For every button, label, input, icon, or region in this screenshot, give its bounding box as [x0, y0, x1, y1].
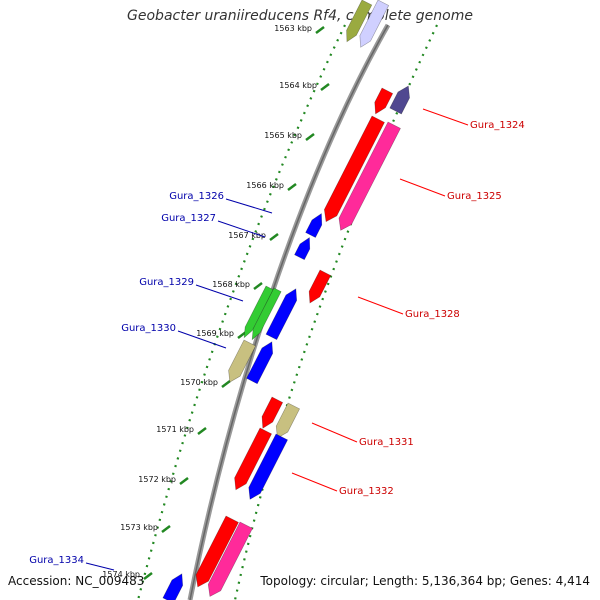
gene-feature [346, 0, 373, 43]
gene-feature [207, 521, 253, 597]
scale-tick [269, 233, 279, 241]
gene-label-left: Gura_1327 [161, 213, 216, 224]
diagram-title: Geobacter uraniireducens Rf4, complete g… [127, 8, 473, 24]
gene-feature [234, 427, 272, 491]
scale-dotted-ring [136, 24, 346, 600]
gene-feature [324, 115, 385, 223]
scale-tick [221, 380, 231, 388]
gene-label-right: Gura_1332 [339, 486, 394, 497]
leader-line [85, 562, 115, 571]
gene-feature [305, 213, 323, 238]
scale-tick [287, 183, 297, 191]
outer-dotted-ring [233, 24, 438, 600]
scale-ticks: 1563 kbp 1564 kbp 1565 kbp 1566 kbp 1567 kbp… [102, 24, 330, 580]
gene-feature [243, 285, 274, 339]
scale-tick [305, 133, 315, 141]
scale-tick [320, 83, 330, 91]
tick-label: 1566 kbp [246, 181, 284, 190]
leader-line [217, 220, 266, 238]
scale-tick [179, 477, 189, 485]
accession-text: Accession: NC_009483 [8, 574, 145, 588]
gene-feature [195, 515, 239, 588]
leader-line [311, 422, 358, 443]
gene-feature [338, 121, 401, 231]
gene-label-right: Gura_1331 [359, 437, 414, 448]
gene-feature [248, 433, 288, 500]
leader-line [357, 296, 404, 315]
tick-label: 1570 kbp [180, 378, 218, 387]
gene-features [162, 0, 410, 600]
gene-labels: Gura_1326 Gura_1327 Gura_1329 Gura_1330 Gura… [29, 108, 525, 571]
gene-label-left: Gura_1330 [121, 323, 176, 334]
scale-tick [253, 282, 263, 290]
gene-label-right: Gura_1328 [405, 309, 460, 320]
gene-label-left: Gura_1326 [169, 191, 224, 202]
scale-tick [315, 26, 325, 34]
gene-feature [228, 339, 256, 383]
leader-line [291, 472, 338, 492]
tick-label: 1563 kbp [274, 24, 312, 33]
gene-feature [261, 396, 284, 429]
scale-tick [197, 427, 207, 435]
tick-label: 1564 kbp [279, 81, 317, 90]
leader-line [399, 178, 446, 197]
tick-label: 1568 kbp [212, 280, 250, 289]
tick-label: 1567 kbp [228, 231, 266, 240]
tick-label: 1574 kbp [102, 570, 140, 579]
topology-text: Topology: circular; Length: 5,136,364 bp… [260, 574, 590, 588]
gene-feature [389, 85, 410, 115]
gene-feature [374, 87, 394, 115]
gene-feature [265, 288, 297, 341]
gene-feature [359, 0, 390, 48]
gene-label-left: Gura_1329 [139, 277, 194, 288]
leader-line [225, 198, 273, 214]
scale-tick [143, 572, 153, 580]
scale-tick [161, 525, 171, 533]
gene-feature [275, 402, 300, 439]
gene-feature [308, 269, 332, 304]
leader-line [195, 284, 244, 302]
gene-label-right: Gura_1324 [470, 120, 525, 131]
gene-feature [246, 341, 273, 385]
gene-label-left: Gura_1334 [29, 555, 84, 566]
gene-feature [162, 573, 183, 600]
leader-line [422, 108, 469, 126]
leader-line [177, 330, 227, 349]
tick-label: 1569 kbp [196, 329, 234, 338]
tick-label: 1571 kbp [156, 425, 194, 434]
gene-feature [294, 237, 311, 261]
tick-label: 1573 kbp [120, 523, 158, 532]
tick-label: 1572 kbp [138, 475, 176, 484]
gene-label-right: Gura_1325 [447, 191, 502, 202]
tick-label: 1565 kbp [264, 131, 302, 140]
gene-feature [251, 287, 282, 341]
